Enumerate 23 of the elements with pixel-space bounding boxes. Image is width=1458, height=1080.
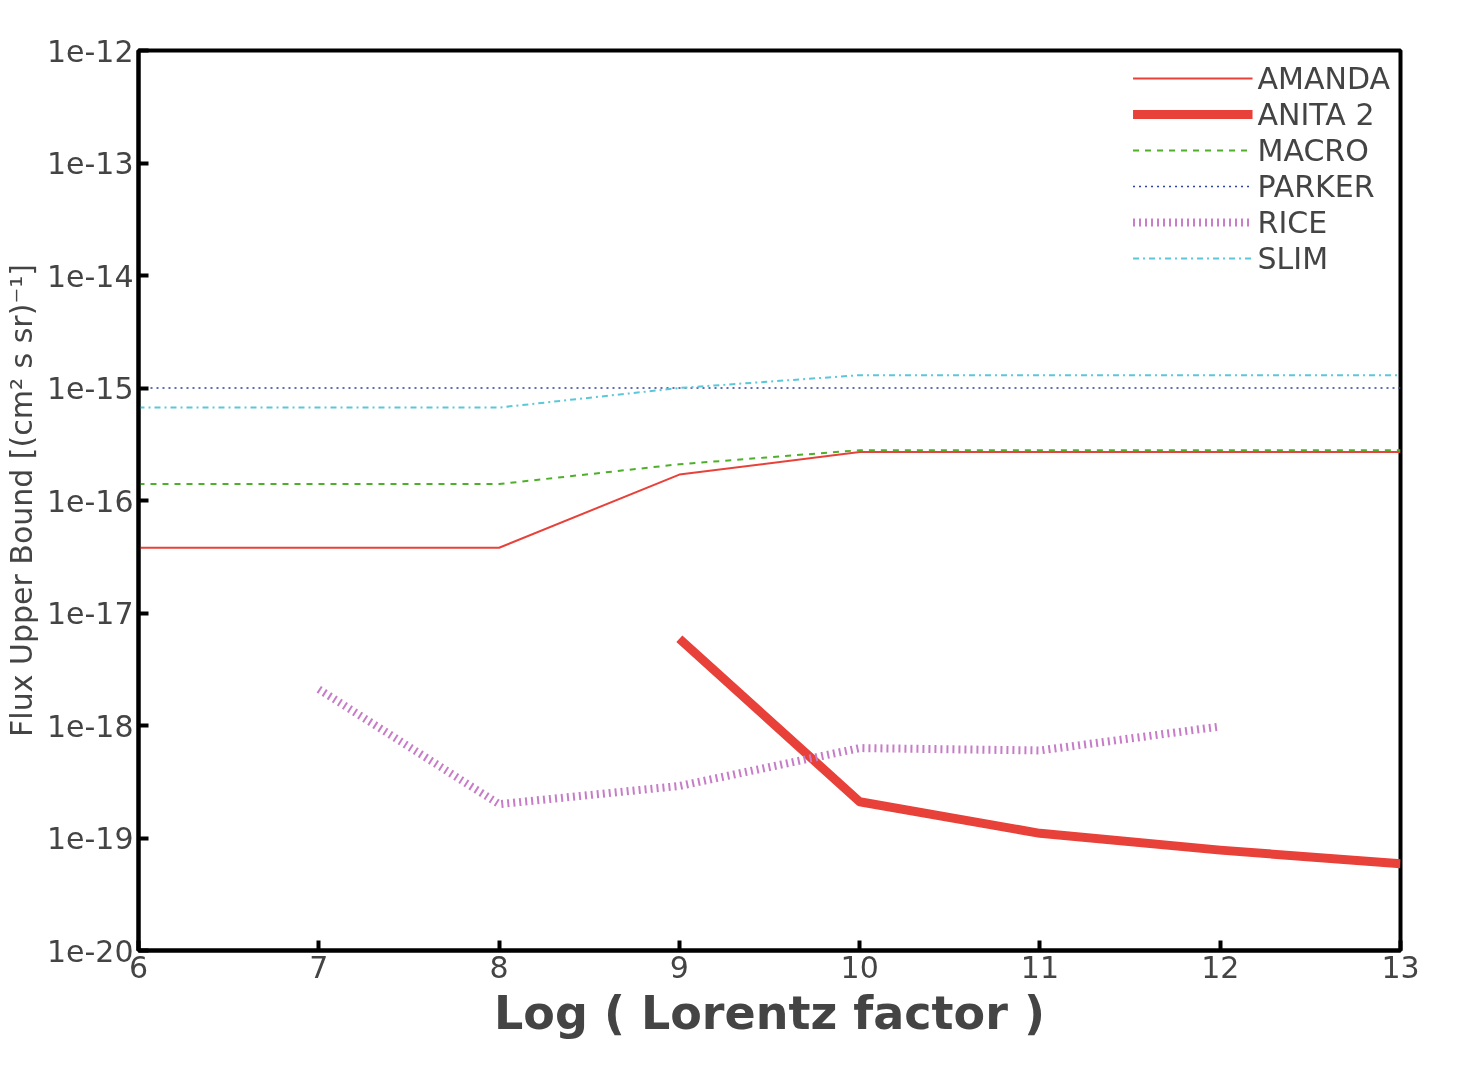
legend-label: AMANDA xyxy=(1257,60,1390,96)
legend-label: MACRO xyxy=(1257,132,1369,168)
x-tick-label: 10 xyxy=(840,949,879,985)
x-tick-label: 12 xyxy=(1201,949,1240,985)
y-tick-label: 1e-18 xyxy=(46,708,134,744)
y-tick-label: 1e-16 xyxy=(46,483,134,519)
y-tick-label: 1e-19 xyxy=(46,821,134,856)
x-tick-label: 9 xyxy=(669,949,689,985)
y-tick-label: 1e-14 xyxy=(46,258,134,294)
legend-label: ANITA 2 xyxy=(1257,96,1375,132)
y-axis-title: Flux Upper Bound [(cm² s sr)⁻¹] xyxy=(3,264,39,737)
x-tick-label: 7 xyxy=(309,949,329,985)
legend-label: PARKER xyxy=(1257,168,1375,204)
y-tick-label: 1e-15 xyxy=(46,371,134,406)
y-tick-label: 1e-17 xyxy=(46,596,134,631)
y-tick-label: 1e-12 xyxy=(46,33,134,69)
y-tick-label: 1e-13 xyxy=(46,146,134,181)
x-tick-label: 8 xyxy=(489,949,509,985)
x-tick-label: 13 xyxy=(1381,949,1420,985)
x-axis-title: Log ( Lorentz factor ) xyxy=(494,985,1045,1040)
legend-label: SLIM xyxy=(1257,240,1329,276)
legend-label: RICE xyxy=(1257,204,1328,240)
x-tick-label: 11 xyxy=(1020,949,1060,985)
